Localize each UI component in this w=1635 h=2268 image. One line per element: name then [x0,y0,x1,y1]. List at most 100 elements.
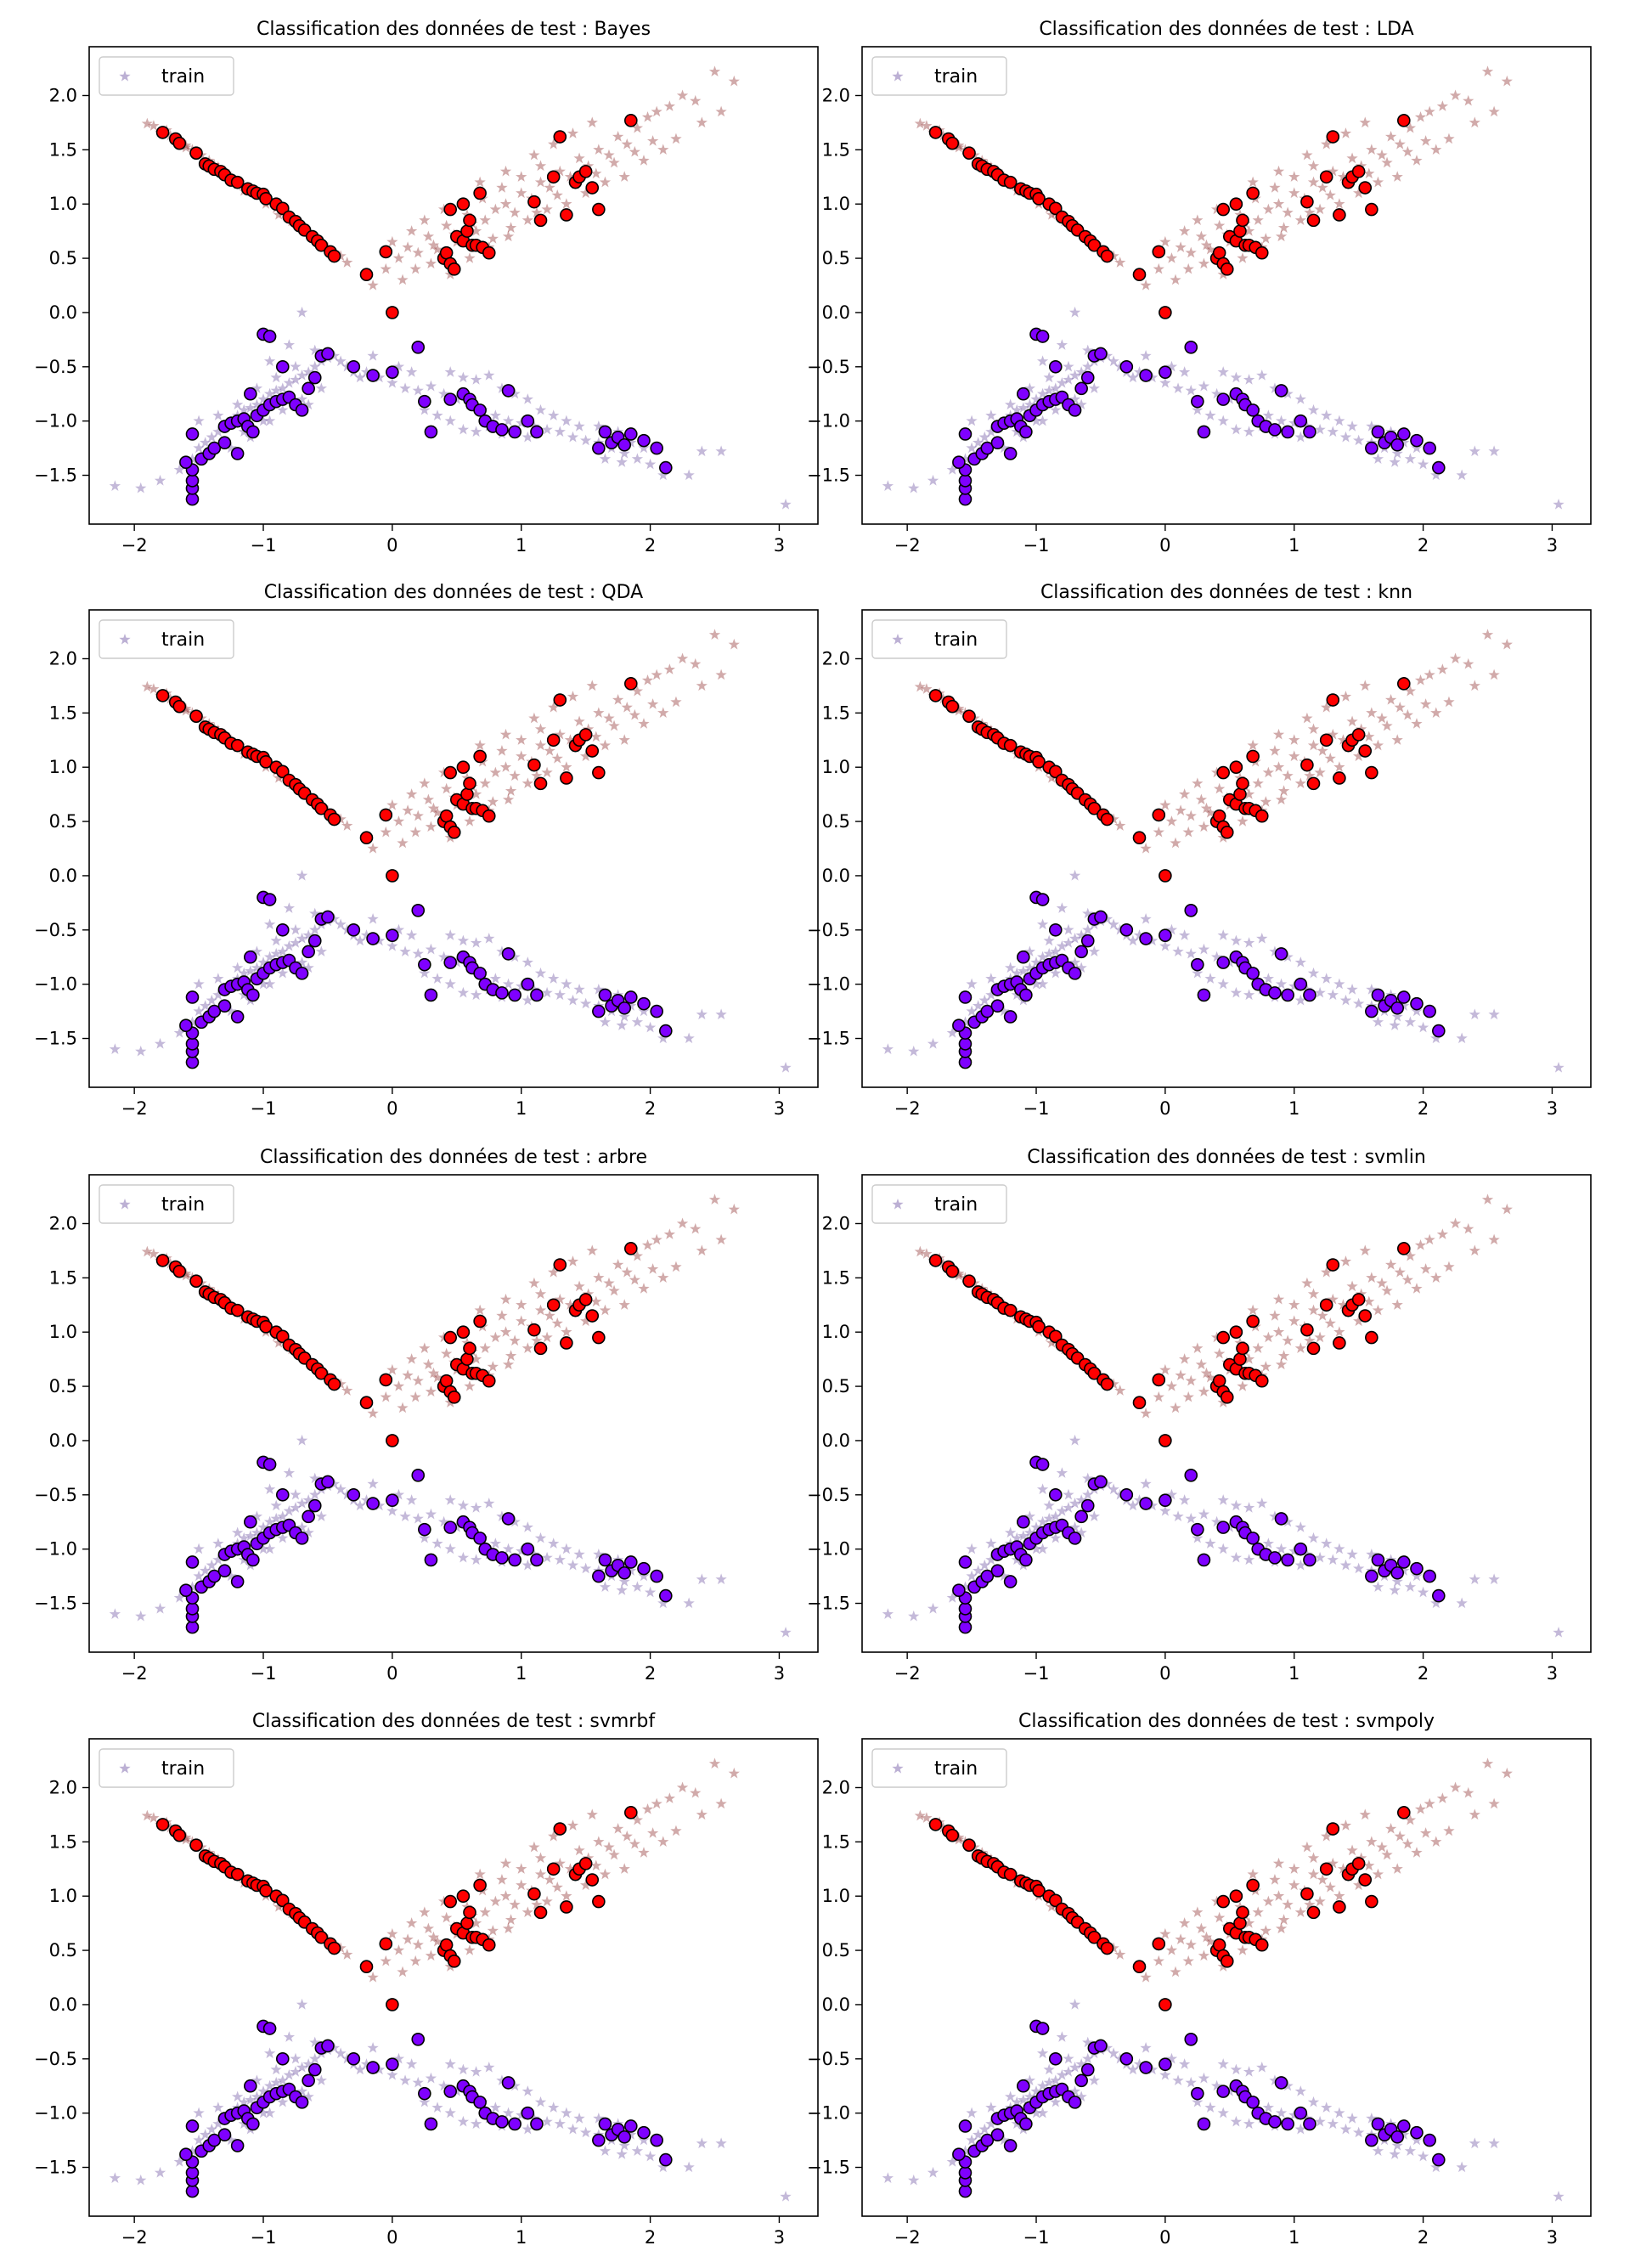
test-point [275,922,290,937]
test-point [592,441,606,455]
test-point [958,474,973,488]
test-point [1048,2051,1063,2066]
test-point [262,1458,277,1471]
test-point [598,425,612,439]
test-point [560,1336,573,1350]
test-point [386,869,399,883]
test-point [650,441,663,455]
test-point [1397,427,1411,441]
test-point [650,1569,663,1583]
test-point [1274,2076,1288,2090]
test-point [1397,1242,1411,1255]
test-point [207,1569,222,1583]
test-point [1303,2117,1316,2131]
legend: train [871,1748,1007,1788]
test-point [447,262,461,276]
x-tick-label: 2 [1418,1663,1429,1684]
test-point [1390,2130,1405,2144]
test-point [1139,1497,1153,1510]
test-point [1294,2106,1308,2120]
test-point [1100,812,1114,827]
test-point [1281,1553,1294,1567]
test-point [1351,165,1366,178]
test-point [501,2076,516,2090]
y-tick-label: −1.0 [34,974,77,995]
test-point [275,201,290,216]
x-tick-label: −1 [1023,535,1050,556]
x-tick-label: −2 [894,1663,921,1684]
test-point [1229,197,1243,212]
subplot-6: Classification des données de test : svm… [807,1147,1592,1684]
x-tick-label: 1 [516,1098,527,1119]
test-point [1333,771,1346,785]
test-point [1080,2062,1095,2077]
test-point [980,1569,995,1583]
x-tick-label: 0 [1159,2227,1170,2248]
chart-title: Classification des données de test : svm… [252,1711,656,1732]
test-point [1035,1458,1050,1471]
chart-title: Classification des données de test : QDA [264,582,643,603]
test-point [1365,1004,1378,1018]
test-point [1048,764,1063,779]
test-point [473,1878,487,1893]
test-point [482,1374,496,1388]
test-point [495,2115,509,2129]
test-point [617,437,632,452]
x-tick-label: −1 [251,1663,277,1684]
test-point [447,1955,461,1968]
test-point [962,709,976,723]
test-point [1365,202,1378,217]
test-point [1397,114,1411,127]
test-point [1365,765,1378,780]
test-point [207,1004,222,1018]
test-point [1254,1374,1269,1388]
test-point [598,988,612,1002]
test-point [307,370,322,385]
test-point [246,2117,260,2131]
test-point [1159,365,1172,379]
test-point [366,932,380,945]
y-tick-label: 2.0 [822,1213,850,1233]
x-tick-label: −1 [1023,1098,1050,1119]
test-point [637,996,651,1011]
test-point [1220,1955,1234,1968]
test-point [262,2022,277,2035]
test-point [386,2057,399,2071]
test-point [460,224,474,238]
test-point [185,1037,200,1051]
test-point [1358,744,1373,758]
y-tick-label: −0.5 [34,357,77,377]
test-point [460,1352,474,1366]
test-point [990,436,1005,450]
test-point [958,1055,973,1069]
test-point [379,1937,393,1951]
test-point [244,950,257,964]
test-point [473,1314,487,1329]
axes-frame [861,46,1592,525]
test-point [439,809,454,823]
y-tick-label: 1.5 [49,1267,77,1288]
test-point [1003,1303,1018,1317]
test-point [230,1303,245,1317]
test-point [546,733,561,748]
test-point [1094,2039,1108,2053]
test-point [302,1509,315,1524]
test-point [546,170,561,184]
test-point [1233,224,1247,238]
test-point [386,1493,399,1507]
test-point [321,347,335,361]
test-point [1365,1330,1378,1345]
test-point [1035,330,1050,343]
test-point [650,2133,663,2147]
test-point [347,359,361,374]
y-tick-label: 1.0 [49,1886,77,1906]
test-point [1184,341,1198,354]
subplot-4: Classification des données de test : knn… [807,582,1592,1119]
y-tick-label: 1.5 [822,1267,850,1288]
test-point [1212,1374,1226,1388]
test-point [1087,1930,1102,1944]
test-point [527,1887,541,1901]
test-point [1281,425,1294,439]
test-point [958,1555,973,1569]
test-point [1268,1551,1282,1565]
